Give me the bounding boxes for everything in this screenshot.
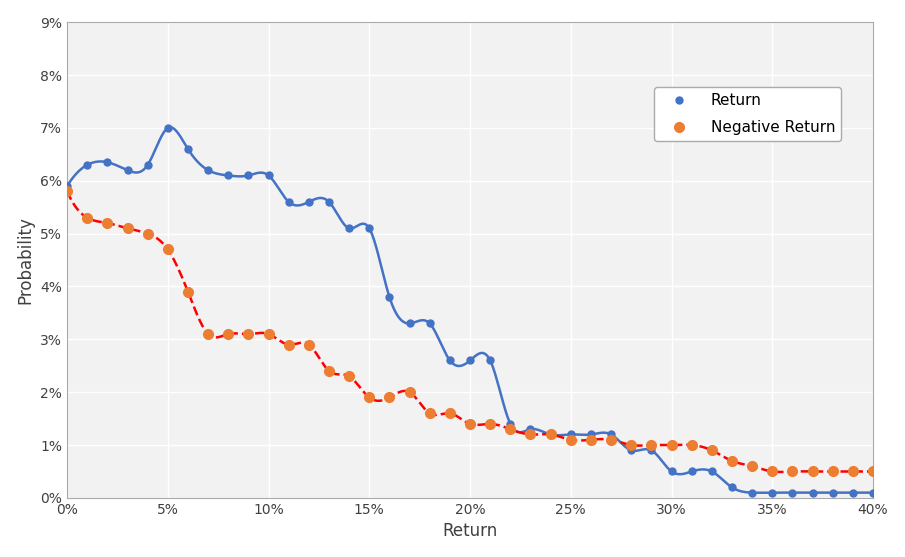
- Negative Return: [686, 442, 697, 448]
- Negative Return: [384, 394, 395, 401]
- Y-axis label: Probability: Probability: [16, 216, 34, 304]
- Negative Return: [324, 368, 335, 374]
- Negative Return: [81, 214, 92, 221]
- Negative Return: [586, 437, 596, 443]
- Return: [545, 431, 556, 438]
- Legend: Return, Negative Return: Return, Negative Return: [654, 87, 842, 141]
- Return: [102, 159, 113, 165]
- Return: [566, 431, 576, 438]
- Return: [223, 172, 233, 179]
- Return: [405, 320, 415, 327]
- Negative Return: [263, 331, 274, 338]
- Return: [626, 447, 637, 454]
- Negative Return: [727, 457, 738, 464]
- Return: [464, 357, 475, 364]
- Return: [525, 426, 536, 433]
- Negative Return: [243, 331, 253, 338]
- Negative Return: [666, 442, 677, 448]
- Line: Negative Return: Negative Return: [62, 187, 878, 476]
- Return: [444, 357, 455, 364]
- Return: [243, 172, 253, 179]
- Line: Return: Return: [63, 124, 877, 496]
- Negative Return: [405, 389, 415, 395]
- Return: [283, 198, 294, 205]
- Negative Return: [767, 468, 777, 475]
- Return: [364, 225, 375, 232]
- X-axis label: Return: Return: [443, 522, 498, 540]
- Negative Return: [525, 431, 536, 438]
- Negative Return: [303, 341, 314, 348]
- Negative Return: [747, 463, 757, 470]
- Return: [122, 167, 133, 174]
- Negative Return: [545, 431, 556, 438]
- Negative Return: [183, 289, 194, 295]
- Return: [747, 489, 757, 496]
- Negative Return: [62, 188, 72, 194]
- Return: [586, 431, 596, 438]
- Negative Return: [566, 437, 576, 443]
- Return: [605, 431, 616, 438]
- Return: [142, 162, 153, 168]
- Negative Return: [787, 468, 798, 475]
- Negative Return: [485, 421, 496, 427]
- Negative Return: [444, 410, 455, 417]
- Negative Return: [626, 442, 637, 448]
- Negative Return: [464, 421, 475, 427]
- Negative Return: [142, 230, 153, 237]
- Negative Return: [162, 246, 173, 253]
- Negative Return: [122, 225, 133, 232]
- Negative Return: [807, 468, 818, 475]
- Return: [303, 198, 314, 205]
- Negative Return: [424, 410, 435, 417]
- Return: [485, 357, 496, 364]
- Return: [727, 484, 738, 491]
- Negative Return: [646, 442, 657, 448]
- Negative Return: [605, 437, 616, 443]
- Negative Return: [505, 426, 516, 433]
- Return: [324, 198, 335, 205]
- Return: [384, 294, 395, 300]
- Return: [646, 447, 657, 454]
- Return: [505, 421, 516, 427]
- Return: [686, 468, 697, 475]
- Negative Return: [223, 331, 233, 338]
- Negative Return: [344, 373, 355, 380]
- Return: [424, 320, 435, 327]
- Return: [807, 489, 818, 496]
- Return: [666, 468, 677, 475]
- Negative Return: [868, 468, 879, 475]
- Return: [81, 162, 92, 168]
- Return: [767, 489, 777, 496]
- Negative Return: [707, 447, 718, 454]
- Return: [707, 468, 718, 475]
- Return: [263, 172, 274, 179]
- Negative Return: [827, 468, 838, 475]
- Negative Return: [283, 341, 294, 348]
- Return: [344, 225, 355, 232]
- Return: [62, 183, 72, 189]
- Negative Return: [102, 219, 113, 226]
- Negative Return: [203, 331, 214, 338]
- Return: [183, 146, 194, 153]
- Return: [162, 125, 173, 131]
- Negative Return: [847, 468, 858, 475]
- Return: [868, 489, 879, 496]
- Return: [203, 167, 214, 174]
- Return: [847, 489, 858, 496]
- Return: [827, 489, 838, 496]
- Return: [787, 489, 798, 496]
- Negative Return: [364, 394, 375, 401]
